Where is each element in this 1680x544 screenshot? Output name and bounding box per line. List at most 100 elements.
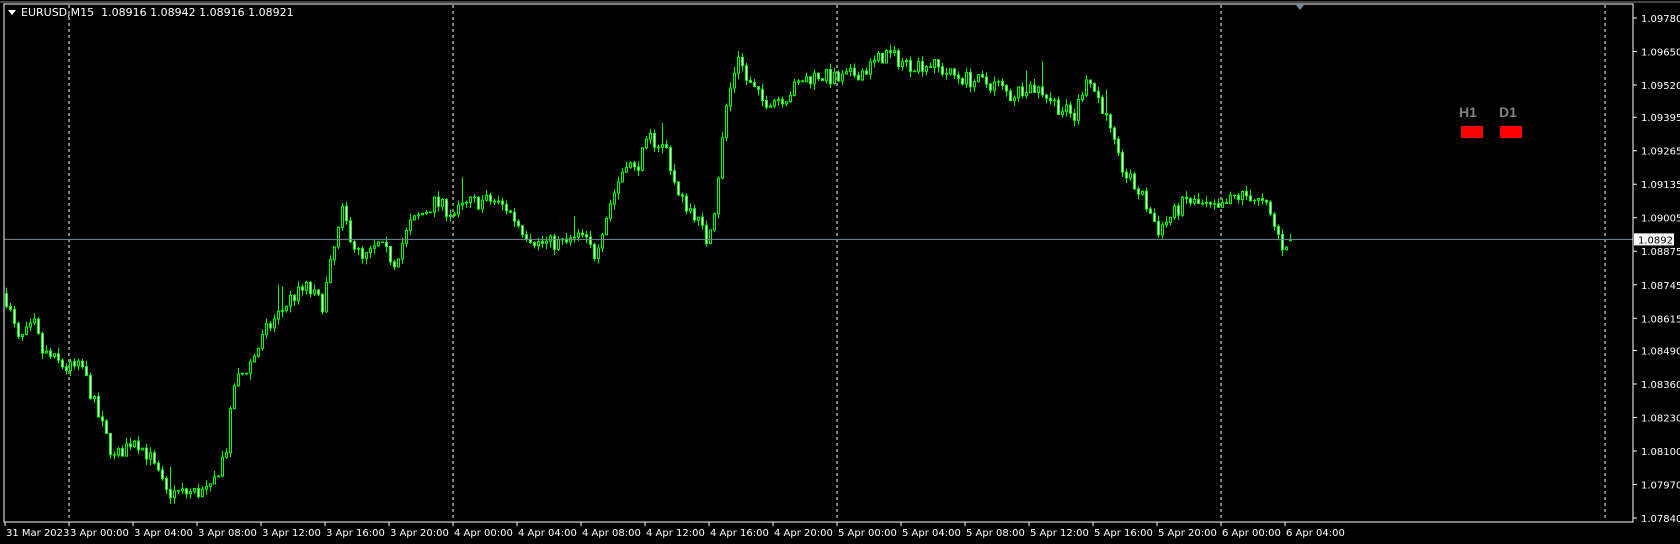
candle-body xyxy=(509,210,512,213)
candle-body xyxy=(1277,225,1280,236)
candle xyxy=(373,239,376,254)
candle xyxy=(413,214,416,221)
candle xyxy=(353,240,356,254)
caret-down-icon[interactable] xyxy=(8,10,16,15)
candle-body xyxy=(773,100,776,107)
candle-body xyxy=(157,462,160,471)
candle-body xyxy=(1221,202,1224,208)
candle xyxy=(421,212,424,216)
candle xyxy=(977,74,980,83)
candle-body xyxy=(549,235,552,242)
candle xyxy=(9,302,12,312)
chart-shift-marker[interactable] xyxy=(1296,5,1304,10)
candle xyxy=(901,57,904,71)
y-tick-label: 1.09395 xyxy=(1641,113,1680,124)
symbol-timeframe: EURUSD,M15 xyxy=(21,6,95,19)
candle-body xyxy=(989,83,992,91)
candle-body xyxy=(1233,194,1236,197)
candle xyxy=(429,211,432,214)
candle xyxy=(273,314,276,333)
candle xyxy=(1233,194,1236,199)
candle-body xyxy=(473,196,476,199)
candle-body xyxy=(373,245,376,249)
candle xyxy=(1189,197,1192,207)
candle-body xyxy=(381,241,384,243)
candle xyxy=(1073,108,1076,127)
candle-body xyxy=(409,219,412,231)
candle-body xyxy=(1241,190,1244,201)
candle-body xyxy=(185,488,188,495)
candle xyxy=(501,197,504,211)
candle xyxy=(745,62,748,86)
candle xyxy=(885,49,888,64)
candle xyxy=(665,140,668,149)
candle xyxy=(1085,75,1088,98)
x-tick-label: 5 Apr 08:00 xyxy=(966,528,1025,539)
candle xyxy=(845,68,848,75)
candle xyxy=(645,136,648,150)
candle-body xyxy=(941,66,944,75)
candle xyxy=(1113,126,1116,145)
candle-body xyxy=(585,234,588,238)
candle xyxy=(785,100,788,107)
candle-body xyxy=(121,448,124,457)
candle xyxy=(493,198,496,206)
candle xyxy=(117,447,120,458)
candle xyxy=(1117,136,1120,156)
candle-body xyxy=(669,147,672,172)
candle xyxy=(145,443,148,465)
candle-body xyxy=(545,240,548,244)
candle-body xyxy=(341,205,344,228)
candle-body xyxy=(441,198,444,207)
candle-body xyxy=(1017,86,1020,99)
candle xyxy=(513,208,516,227)
candle xyxy=(705,220,708,247)
candle-body xyxy=(609,203,612,219)
candle xyxy=(517,218,520,229)
candle xyxy=(1133,171,1136,190)
candle xyxy=(585,230,588,244)
candle xyxy=(393,259,396,270)
candle-body xyxy=(1133,173,1136,190)
candle xyxy=(281,286,284,318)
candle-body xyxy=(1081,94,1084,101)
candle xyxy=(921,56,924,77)
candle xyxy=(349,216,352,244)
candle xyxy=(725,103,728,142)
candle-body xyxy=(613,192,616,205)
candle-body xyxy=(493,200,496,203)
candle xyxy=(1165,216,1168,228)
candle-body xyxy=(29,322,32,328)
candle-body xyxy=(61,359,64,368)
candle-body xyxy=(137,440,140,451)
candle xyxy=(641,147,644,172)
candle-body xyxy=(809,76,812,85)
candle-body xyxy=(929,66,932,68)
candle-body xyxy=(1041,86,1044,96)
candle-body xyxy=(481,199,484,210)
candle-body xyxy=(733,72,736,89)
candle xyxy=(369,245,372,259)
candle-body xyxy=(917,60,920,73)
candle-body xyxy=(85,366,88,376)
x-tick-label: 5 Apr 00:00 xyxy=(838,528,897,539)
candle xyxy=(1033,78,1036,94)
candle xyxy=(913,69,916,73)
candle-body xyxy=(673,170,676,183)
candle xyxy=(829,63,832,89)
candle-body xyxy=(657,146,660,149)
candle xyxy=(1005,84,1008,97)
x-tick-label: 5 Apr 12:00 xyxy=(1030,528,1089,539)
candle xyxy=(1153,208,1156,223)
candle-body xyxy=(861,70,864,81)
candle xyxy=(397,258,400,268)
candle xyxy=(197,483,200,499)
candle xyxy=(965,67,968,89)
candle xyxy=(1173,203,1176,220)
y-tick-label: 1.08490 xyxy=(1641,346,1680,357)
candle xyxy=(469,196,472,208)
candle xyxy=(253,354,256,363)
candle xyxy=(817,72,820,82)
candle xyxy=(989,83,992,93)
